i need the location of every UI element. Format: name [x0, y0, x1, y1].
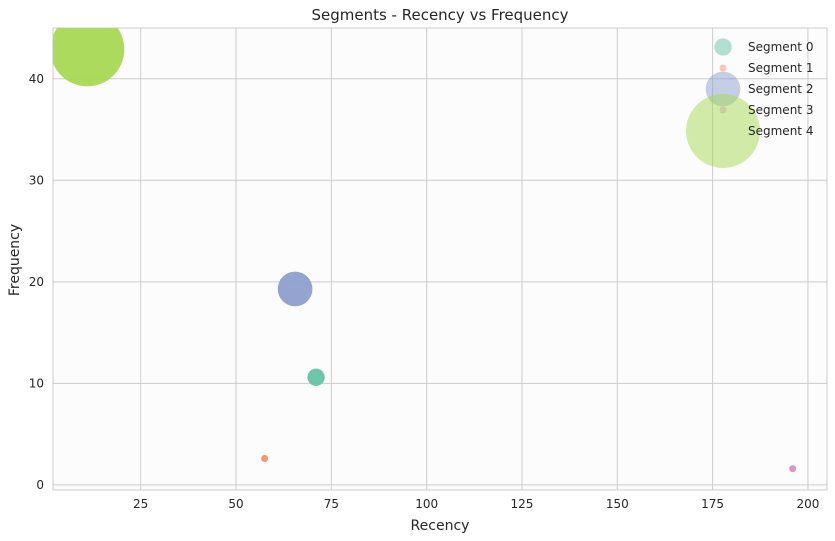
x-tick-label: 200	[796, 497, 819, 511]
y-tick-label: 0	[36, 478, 44, 492]
segment-1-point	[261, 455, 268, 462]
segment-2-point	[278, 272, 313, 307]
x-tick-label: 50	[228, 497, 243, 511]
legend-label-segment-3: Segment 3	[748, 103, 813, 117]
x-tick-label: 125	[511, 497, 534, 511]
legend-label-segment-1: Segment 1	[748, 61, 813, 75]
segment-4-point	[50, 12, 124, 86]
x-tick-label: 175	[701, 497, 724, 511]
x-tick-label: 75	[324, 497, 339, 511]
legend-label-segment-2: Segment 2	[748, 82, 813, 96]
y-axis-label: Frequency	[7, 224, 23, 296]
chart-title: Segments - Recency vs Frequency	[311, 6, 568, 24]
segment-3-point	[789, 465, 796, 472]
y-tick-label: 10	[29, 376, 44, 390]
y-tick-label: 20	[29, 275, 44, 289]
legend-marker-segment-0	[714, 38, 731, 55]
x-axis-label: Recency	[411, 518, 470, 534]
x-tick-label: 100	[415, 497, 438, 511]
legend-label-segment-4: Segment 4	[748, 124, 813, 138]
x-tick-label: 150	[606, 497, 629, 511]
segment-0-point	[307, 369, 324, 386]
legend-marker-segment-1	[720, 65, 727, 72]
y-tick-label: 30	[29, 173, 44, 187]
legend-label-segment-0: Segment 0	[748, 40, 813, 54]
y-tick-label: 40	[29, 72, 44, 86]
x-tick-label: 25	[133, 497, 148, 511]
